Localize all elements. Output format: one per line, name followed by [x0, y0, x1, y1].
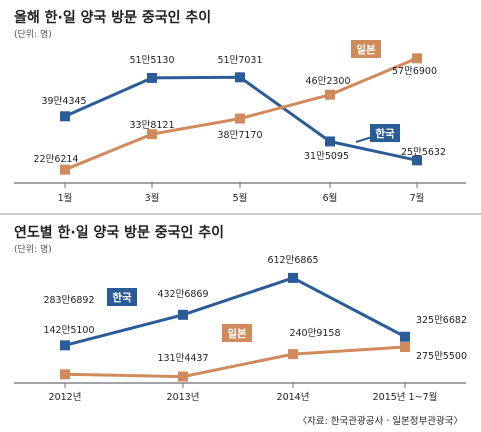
chart1-data-label: 22만6214: [33, 154, 78, 165]
chart2-title: 연도별 한·일 양국 방문 중국인 추이: [14, 224, 224, 241]
chart1-unit: (단위: 명): [14, 29, 52, 40]
chart2-data-label: 275만5500: [416, 351, 467, 362]
source-note: 〈자료: 한국관광공사 · 일본정부관광국〉: [298, 415, 463, 427]
chart1-x-ticks: 1월 3월 5월 6월 7월: [58, 183, 425, 204]
chart2-series-tag: [107, 288, 137, 306]
chart1-data-point: [60, 111, 70, 122]
chart2-tick-label: 2012년: [49, 392, 82, 403]
chart1-data-label: 31만5095: [304, 151, 349, 162]
chart2-data-label: 131만4437: [157, 353, 208, 364]
chart1-series-name: 일본: [356, 43, 376, 56]
chart2-data-point: [178, 371, 188, 382]
chart2-unit: (단위: 명): [14, 244, 52, 255]
chart1-series-tag: [351, 40, 381, 58]
chart2-data-label: 240만9158: [289, 328, 340, 339]
chart2-series: [60, 272, 410, 382]
chart1-tick-label: 6월: [323, 192, 338, 204]
chart2-data-point: [288, 272, 298, 283]
chart1-data-point: [235, 113, 245, 124]
chart1-series-tag: [370, 124, 400, 142]
chart1-data-label: 57만6900: [392, 66, 437, 77]
chart1-data-labels: 39만4345 51만5130 51만7031 31만5095 25만5632 22만62…: [33, 55, 446, 165]
chart1-data-label: 51만5130: [129, 55, 174, 66]
chart1-data-point: [147, 129, 157, 140]
chart1-legend-tags: 한국 일본: [351, 40, 400, 143]
chart2-data-label: 612만6865: [267, 255, 318, 266]
chart2-data-point: [400, 342, 410, 353]
chart2-series-tag: [222, 324, 252, 342]
chart2-data-label: 283만6892: [43, 295, 94, 306]
chart1-data-point: [325, 89, 335, 100]
chart1-data-point: [325, 136, 335, 147]
chart1-data-label: 38만7170: [217, 130, 262, 141]
chart2-data-label: 432만6869: [157, 289, 208, 300]
monthly-chart: 올해 한·일 양국 방문 중국인 추이 (단위: 명) 1월 3월 5월 6월 7월 3…: [14, 9, 466, 204]
chart1-data-point: [235, 72, 245, 83]
chart1-data-point: [412, 53, 422, 64]
chart1-data-label: 51만7031: [217, 55, 262, 66]
chart2-series-name: 일본: [227, 327, 247, 340]
chart2-x-ticks: 2012년 2013년 2014년 2015년 1~7월: [49, 383, 438, 403]
chart1-title: 올해 한·일 양국 방문 중국인 추이: [14, 9, 211, 26]
yearly-chart: 연도별 한·일 양국 방문 중국인 추이 (단위: 명) 2012년 2013년 2…: [14, 224, 467, 403]
chart2-series-line: [64, 345, 406, 379]
chart1-data-label: 39만4345: [41, 96, 86, 107]
chart2-data-label: 325만6682: [416, 315, 467, 326]
chart2-tick-label: 2013년: [167, 392, 200, 403]
chart2-series-line: [64, 276, 406, 347]
chart2-series-name: 한국: [112, 291, 132, 304]
chart1-tick-label: 5월: [233, 192, 248, 204]
chart1-data-label: 25만5632: [401, 147, 446, 158]
chart2-data-point: [400, 331, 410, 342]
chart1-series-name: 한국: [375, 127, 395, 140]
chart2-data-point: [178, 309, 188, 320]
chart1-data-point: [412, 155, 422, 166]
chart1-data-point: [60, 164, 70, 175]
chart2-data-label: 142만5100: [43, 325, 94, 336]
chart1-data-label: 46만2300: [305, 76, 350, 87]
chart2-data-labels: 283만6892 432만6869 612만6865 325만6682 142만5100…: [43, 255, 467, 364]
chart2-data-point: [60, 340, 70, 351]
chart1-series: [60, 53, 422, 175]
chart1-data-label: 33만8121: [129, 120, 174, 131]
chart2-data-point: [288, 349, 298, 360]
chart1-tick-label: 7월: [410, 192, 425, 204]
chart1-tick-label: 1월: [58, 192, 73, 204]
chart1-data-point: [147, 72, 157, 83]
chart2-data-point: [60, 369, 70, 380]
chart2-tick-label: 2014년: [277, 392, 310, 403]
chart2-tick-label: 2015년 1~7월: [373, 391, 438, 403]
chart1-tick-label: 3월: [145, 192, 160, 204]
